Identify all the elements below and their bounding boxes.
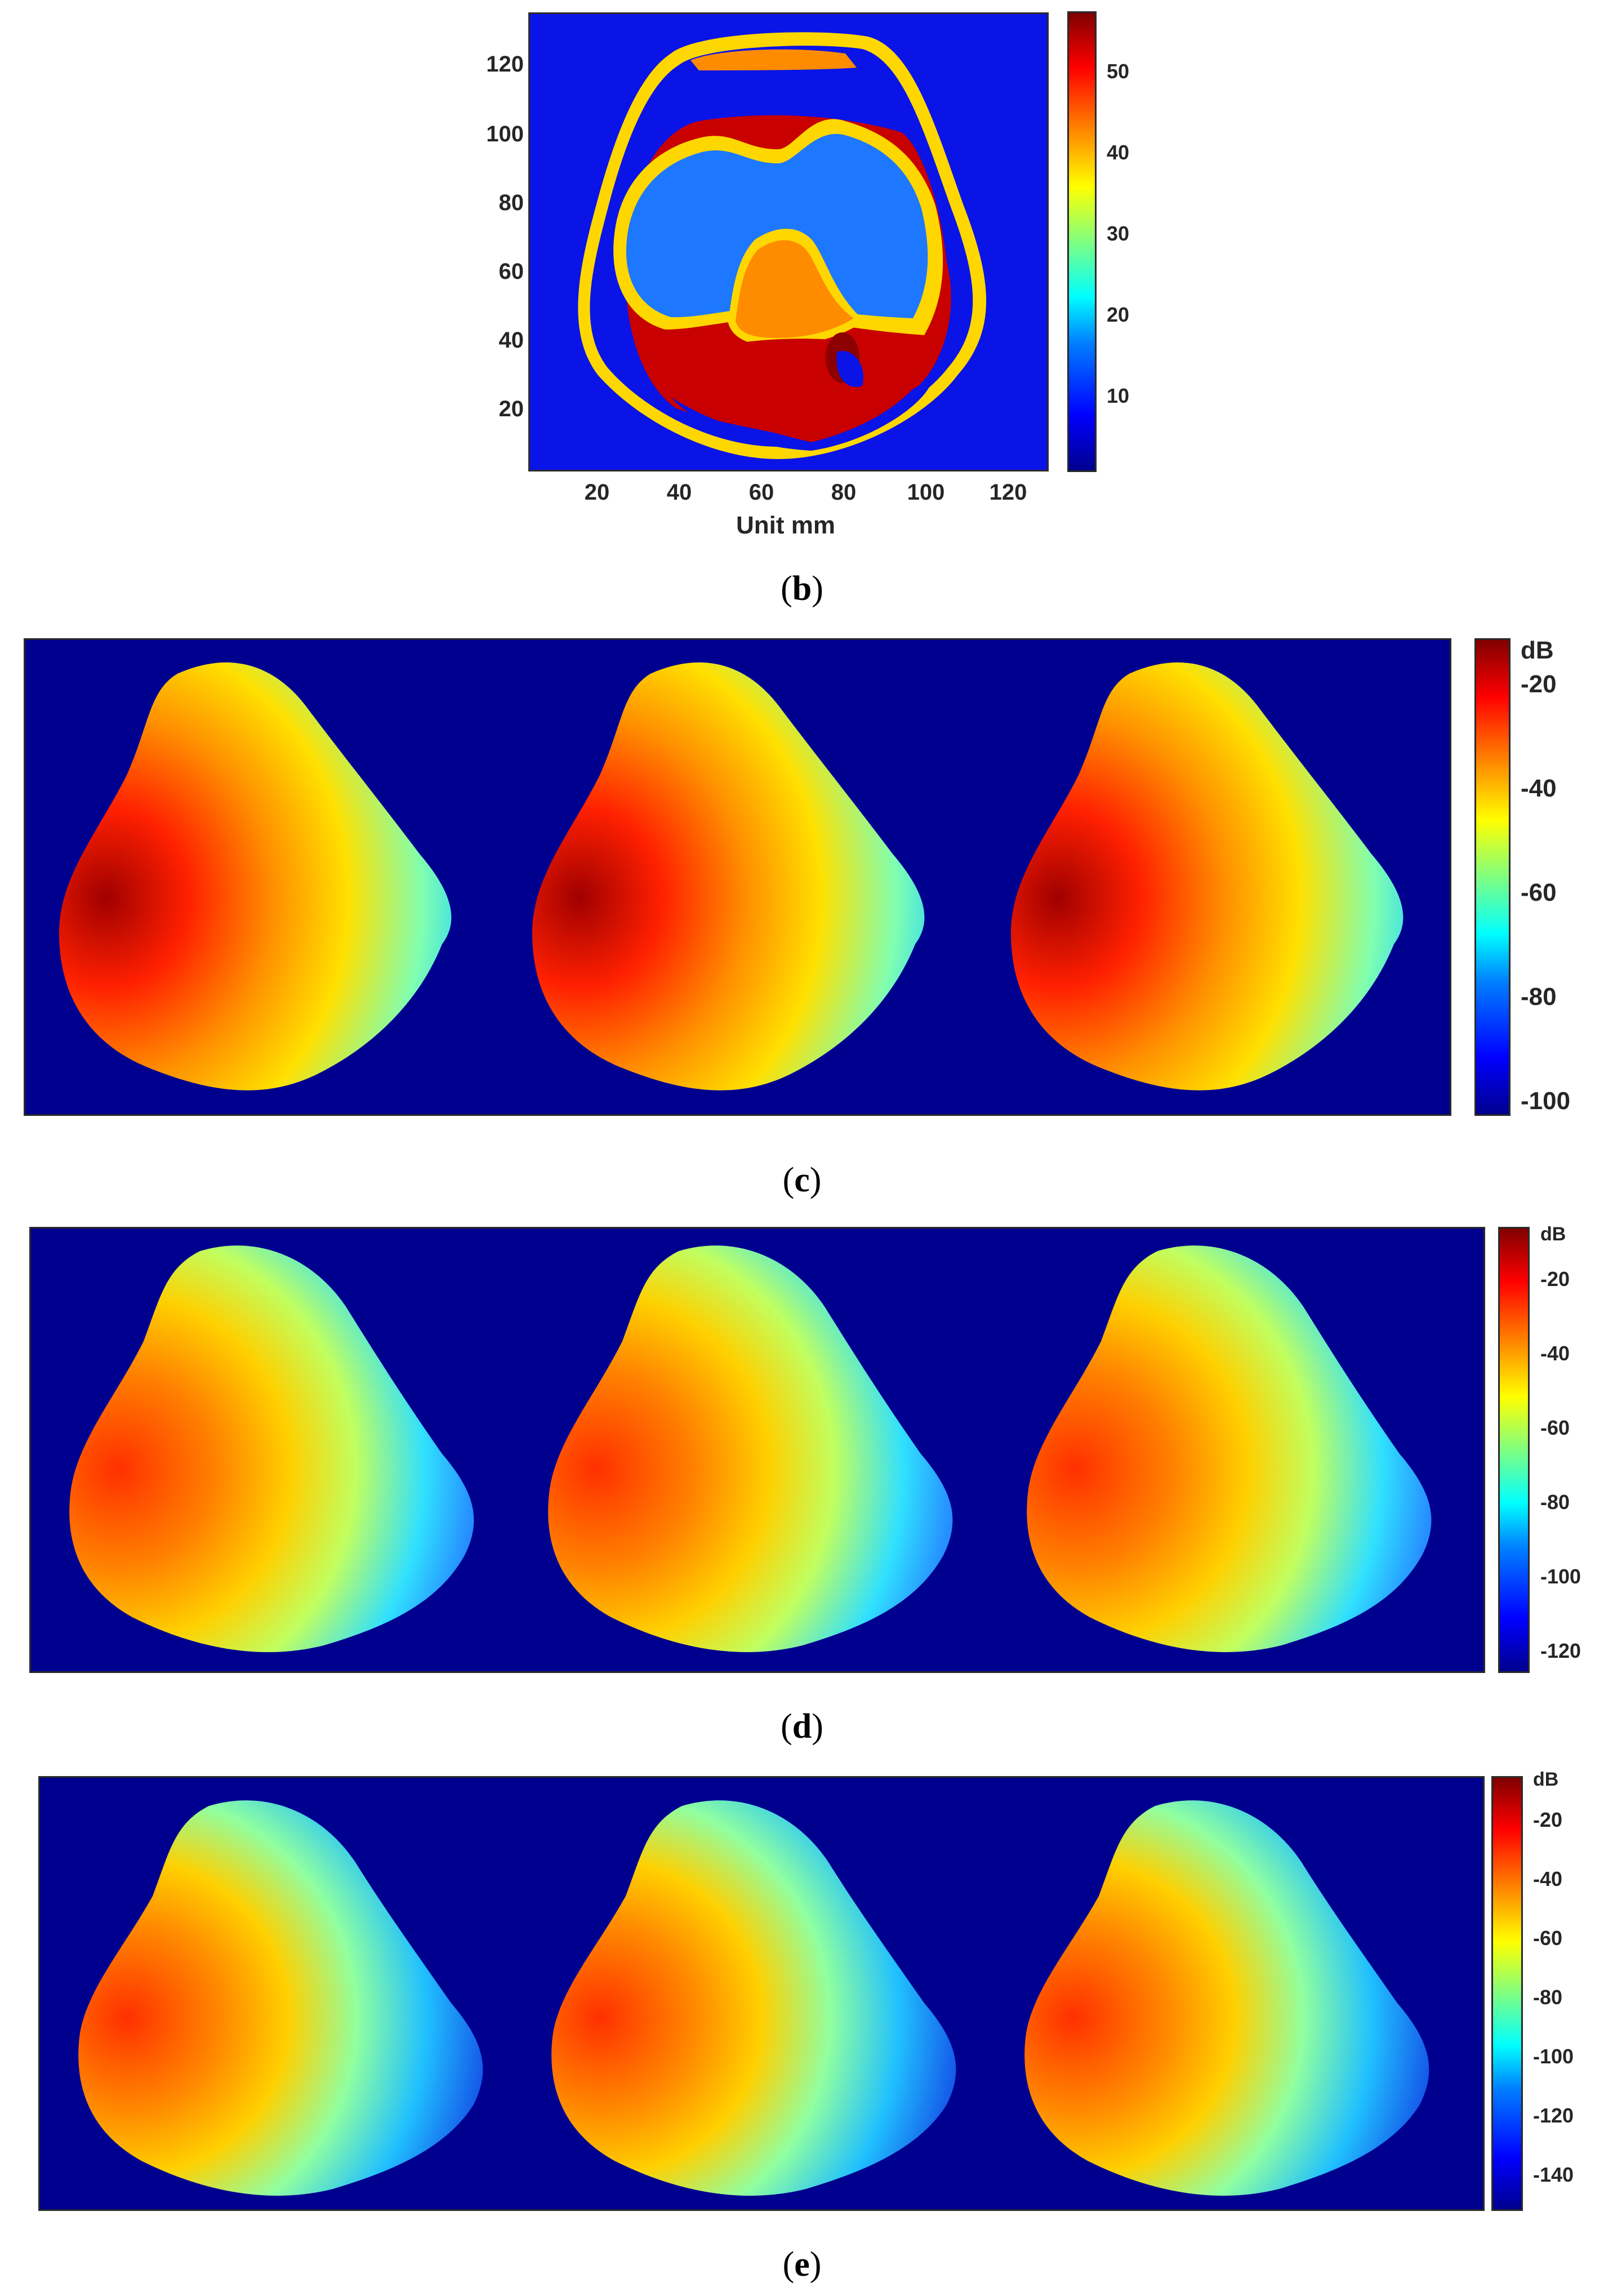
caption-d: (d) xyxy=(781,1707,823,1746)
x-tick: 100 xyxy=(907,480,945,505)
colorbar-tick: -120 xyxy=(1533,2104,1574,2127)
colorbar-tick: 10 xyxy=(1107,384,1130,407)
caption-c: (c) xyxy=(782,1161,822,1199)
panel-c-plot-area xyxy=(24,638,1451,1116)
y-tick: 60 xyxy=(498,259,524,284)
colorbar-tick: -100 xyxy=(1521,1087,1571,1115)
colorbar-tick: -100 xyxy=(1540,1565,1581,1588)
x-tick: 60 xyxy=(748,480,774,505)
colorbar-tick: -60 xyxy=(1521,879,1557,906)
knee-field-shape xyxy=(548,1245,953,1652)
lower-muscle xyxy=(675,339,924,442)
colorbar-tick: -60 xyxy=(1533,1926,1563,1950)
colorbar-tick: -20 xyxy=(1521,670,1557,698)
panel-d-plot-area xyxy=(29,1227,1485,1673)
field-map-1 xyxy=(59,662,1404,1091)
colorbar-tick: -60 xyxy=(1540,1416,1570,1439)
caption-b: (b) xyxy=(781,569,823,608)
panel-d-colorbar xyxy=(1498,1227,1530,1673)
y-tick: 40 xyxy=(498,328,524,353)
colorbar-tick: -140 xyxy=(1533,2163,1574,2186)
colorbar-unit: dB xyxy=(1521,637,1554,664)
colorbar-unit: dB xyxy=(1540,1223,1566,1245)
colorbar-tick: 30 xyxy=(1107,222,1130,245)
colorbar-tick: -20 xyxy=(1540,1267,1570,1291)
panel-b-plot-area xyxy=(528,12,1049,471)
knee-field-shape xyxy=(69,1245,474,1652)
x-tick: 40 xyxy=(666,480,692,505)
panel-b-colorbar xyxy=(1067,11,1097,472)
colorbar-tick: -40 xyxy=(1540,1342,1570,1365)
x-tick: 20 xyxy=(584,480,610,505)
posterior-fat xyxy=(671,386,930,451)
x-tick: 120 xyxy=(989,480,1027,505)
knee-field-shape xyxy=(1027,1245,1432,1652)
colorbar-tick: -120 xyxy=(1540,1639,1581,1662)
y-tick: 80 xyxy=(498,190,524,215)
field-map-3 xyxy=(78,1800,1429,2196)
knee-tissue-map xyxy=(578,32,986,459)
colorbar-tick: 40 xyxy=(1107,141,1130,164)
knee-field-shape xyxy=(551,1800,956,2196)
colorbar-unit: dB xyxy=(1533,1769,1559,1790)
colorbar-tick: -80 xyxy=(1540,1490,1570,1514)
colorbar-tick: -80 xyxy=(1521,983,1557,1011)
colorbar-tick: -20 xyxy=(1533,1808,1563,1831)
femur-marrow xyxy=(626,134,928,318)
knee-field-shape xyxy=(59,662,452,1091)
x-axis-label: Unit mm xyxy=(736,511,835,539)
panel-e-colorbar xyxy=(1491,1776,1523,2211)
x-tick: 80 xyxy=(831,480,857,505)
colorbar-tick: -100 xyxy=(1533,2045,1574,2068)
y-tick: 100 xyxy=(486,122,524,146)
knee-field-shape xyxy=(1011,662,1404,1091)
y-tick: 20 xyxy=(498,397,524,421)
panel-e-plot-area xyxy=(38,1776,1485,2211)
knee-field-shape xyxy=(78,1800,483,2196)
knee-field-shape xyxy=(532,662,925,1091)
y-tick: 120 xyxy=(486,52,524,77)
colorbar-tick: -40 xyxy=(1521,775,1557,802)
tendon-region xyxy=(690,49,857,70)
knee-field-shape xyxy=(1024,1800,1429,2196)
caption-e: (e) xyxy=(782,2245,822,2284)
patella xyxy=(736,240,854,338)
colorbar-tick: 20 xyxy=(1107,303,1130,326)
field-map-2 xyxy=(69,1245,1432,1652)
colorbar-tick: 50 xyxy=(1107,60,1130,83)
fat-patch xyxy=(836,351,863,387)
colorbar-tick: -80 xyxy=(1533,1986,1563,2009)
colorbar-tick: -40 xyxy=(1533,1867,1563,1890)
panel-c-colorbar xyxy=(1474,638,1511,1116)
